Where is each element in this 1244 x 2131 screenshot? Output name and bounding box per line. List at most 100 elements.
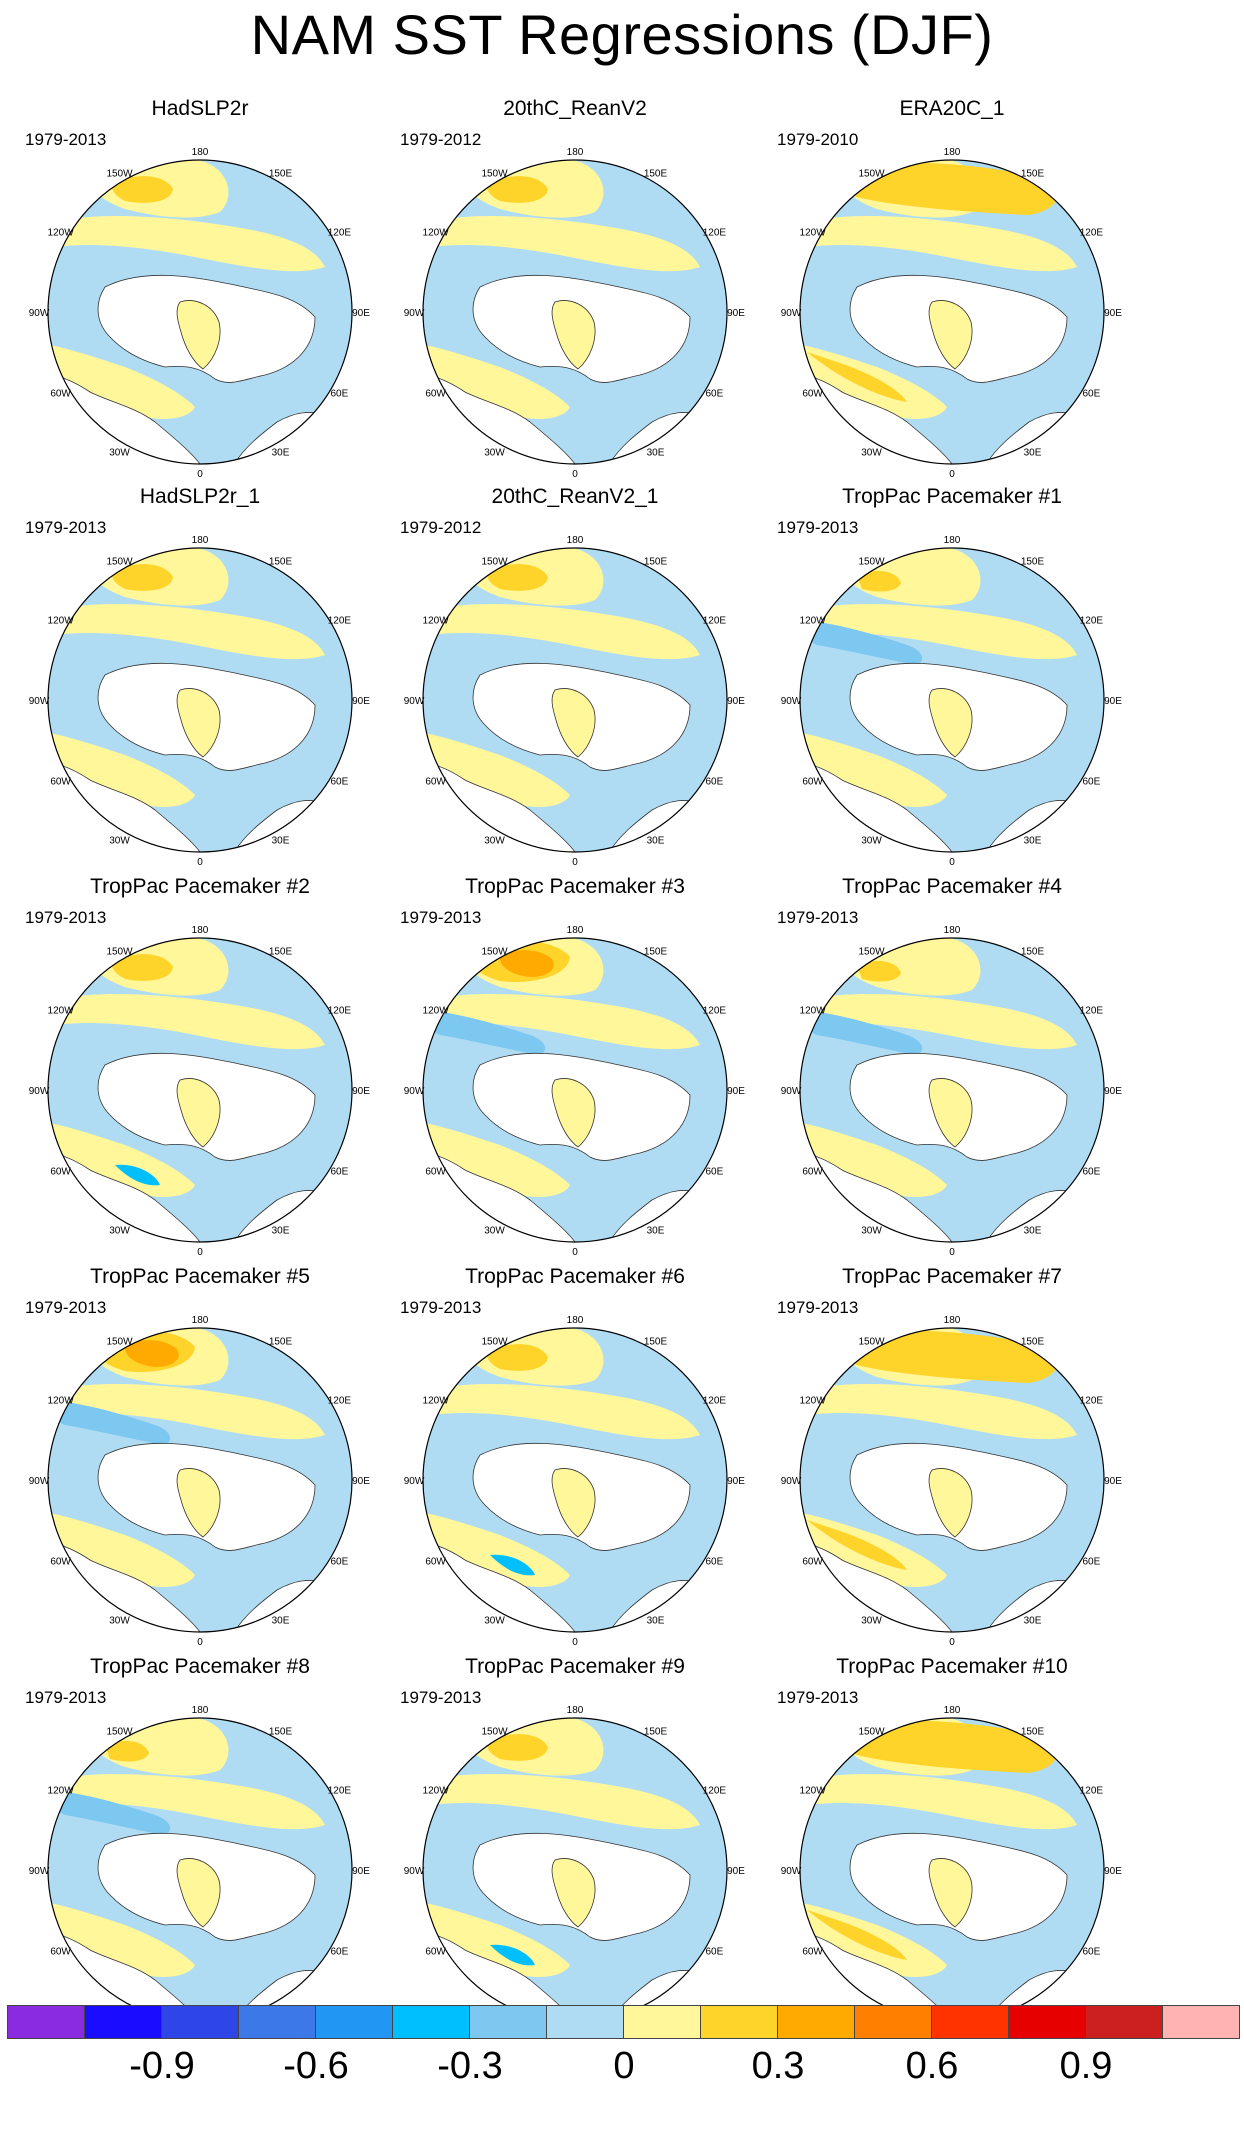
longitude-label: 90E [1104, 1086, 1122, 1097]
panel-years: 1979-2010 [777, 130, 859, 149]
longitude-label: 120E [328, 228, 352, 239]
atlantic-anomaly [48, 730, 195, 807]
panel-title: TropPac Pacemaker #10 [836, 1655, 1068, 1678]
longitude-label: 180 [192, 535, 209, 546]
longitude-label: 120W [48, 228, 75, 239]
longitude-label: 150W [481, 1337, 508, 1348]
longitude-label: 30E [1024, 447, 1042, 458]
pacific-band [807, 993, 1077, 1050]
longitude-label: 60E [1083, 389, 1101, 400]
longitude-label: 150W [106, 557, 133, 568]
polar-map: 180 150E 120E 90E 60E 30E 0 30W 60W 90W 120W 150W [404, 147, 746, 480]
panel-title: TropPac Pacemaker #5 [90, 1265, 310, 1288]
panel-title: TropPac Pacemaker #8 [90, 1655, 310, 1678]
longitude-label: 180 [192, 1315, 209, 1326]
longitude-label: 150W [106, 169, 133, 180]
longitude-label: 180 [567, 1705, 584, 1716]
panel-title: 20thC_ReanV2 [503, 97, 647, 120]
map-boundary [47, 547, 353, 853]
map-panel: ERA20C_1 1979-2010 180 150E 120E 90E 60E 30E 0 30… [747, 97, 1157, 487]
map-panel: TropPac Pacemaker #7 1979-2013 180 150E 120E… [747, 1265, 1157, 1655]
pacific-band [807, 603, 1077, 660]
pacific-band [55, 1773, 325, 1830]
map-panel: TropPac Pacemaker #6 1979-2013 180 150E 120E… [370, 1265, 780, 1655]
longitude-label: 180 [944, 535, 961, 546]
longitude-label: 60E [331, 1167, 349, 1178]
map-panel: HadSLP2r_1 1979-2013 180 150E 120E 90E 60E 30E 0… [0, 485, 405, 875]
longitude-label: 90W [781, 1476, 802, 1487]
colorbar-swatch [1008, 2005, 1086, 2039]
longitude-label: 60W [802, 1557, 823, 1568]
longitude-label: 0 [197, 1247, 203, 1258]
pacific-warm-core [487, 176, 548, 203]
map-panel: TropPac Pacemaker #3 1979-2013 180 150E 120E… [370, 875, 780, 1265]
longitude-label: 30E [647, 1225, 665, 1236]
map-panel: 20thC_ReanV2_1 1979-2012 180 150E 120E 90E 60E… [370, 485, 780, 875]
longitude-label: 60E [1083, 777, 1101, 788]
colorbar-swatch [161, 2005, 239, 2039]
pacific-warm-core [487, 1734, 548, 1761]
atlantic-cold-spot [490, 1554, 535, 1576]
colorbar-swatch [469, 2005, 547, 2039]
longitude-label: 180 [567, 925, 584, 936]
longitude-label: 150W [858, 557, 885, 568]
longitude-label: 90W [404, 1086, 425, 1097]
greenland [551, 688, 596, 758]
longitude-label: 150E [269, 1727, 293, 1738]
greenland [176, 1858, 221, 1928]
longitude-label: 0 [949, 857, 955, 868]
longitude-label: 90E [1104, 1476, 1122, 1487]
longitude-label: 180 [944, 925, 961, 936]
longitude-label: 30E [647, 1615, 665, 1626]
longitude-label: 60W [50, 1947, 71, 1958]
atlantic-warm-core [807, 352, 907, 402]
longitude-label: 60E [706, 1167, 724, 1178]
colorbar-swatch [84, 2005, 162, 2039]
longitude-label: 30W [861, 447, 882, 458]
longitude-label: 30W [109, 447, 130, 458]
atlantic-anomaly [48, 1900, 195, 1977]
longitude-label: 120W [48, 1786, 75, 1797]
greenland [928, 300, 973, 370]
panel-years: 1979-2013 [400, 1688, 482, 1707]
longitude-label: 30W [484, 447, 505, 458]
longitude-label: 60E [706, 389, 724, 400]
pacific-band [55, 215, 325, 272]
colorbar [7, 2005, 1240, 2039]
longitude-label: 120E [703, 1786, 727, 1797]
panel-title: 20thC_ReanV2_1 [491, 485, 659, 508]
longitude-label: 60E [1083, 1557, 1101, 1568]
longitude-label: 90W [29, 696, 50, 707]
map-boundary [799, 937, 1105, 1243]
colorbar-swatch [1085, 2005, 1163, 2039]
longitude-label: 0 [197, 469, 203, 480]
greenland [551, 1468, 596, 1538]
longitude-label: 150W [106, 1727, 133, 1738]
longitude-label: 0 [949, 1247, 955, 1258]
map-boundary [799, 1327, 1105, 1633]
longitude-label: 150E [644, 557, 668, 568]
greenland [551, 300, 596, 370]
colorbar-tick-label: 0.3 [751, 2045, 805, 2087]
cold-anomaly [424, 1010, 546, 1055]
longitude-label: 60W [802, 389, 823, 400]
longitude-label: 180 [192, 925, 209, 936]
cold-anomaly [49, 1400, 171, 1445]
colorbar-swatch [700, 2005, 778, 2039]
longitude-label: 90E [352, 696, 370, 707]
longitude-label: 60W [425, 1947, 446, 1958]
longitude-label: 90E [352, 1086, 370, 1097]
panel-years: 1979-2013 [25, 908, 107, 927]
longitude-label: 0 [572, 469, 578, 480]
atlantic-anomaly [423, 730, 570, 807]
longitude-label: 120W [800, 228, 827, 239]
map-panel: TropPac Pacemaker #4 1979-2013 180 150E 120E… [747, 875, 1157, 1265]
longitude-label: 90W [404, 1476, 425, 1487]
longitude-label: 60W [50, 777, 71, 788]
longitude-label: 150W [106, 947, 133, 958]
pacific-warm-core [842, 162, 1058, 215]
longitude-label: 120W [800, 1786, 827, 1797]
colorbar-swatch [777, 2005, 855, 2039]
colorbar-tick-label: -0.3 [437, 2045, 503, 2087]
longitude-label: 30E [1024, 835, 1042, 846]
